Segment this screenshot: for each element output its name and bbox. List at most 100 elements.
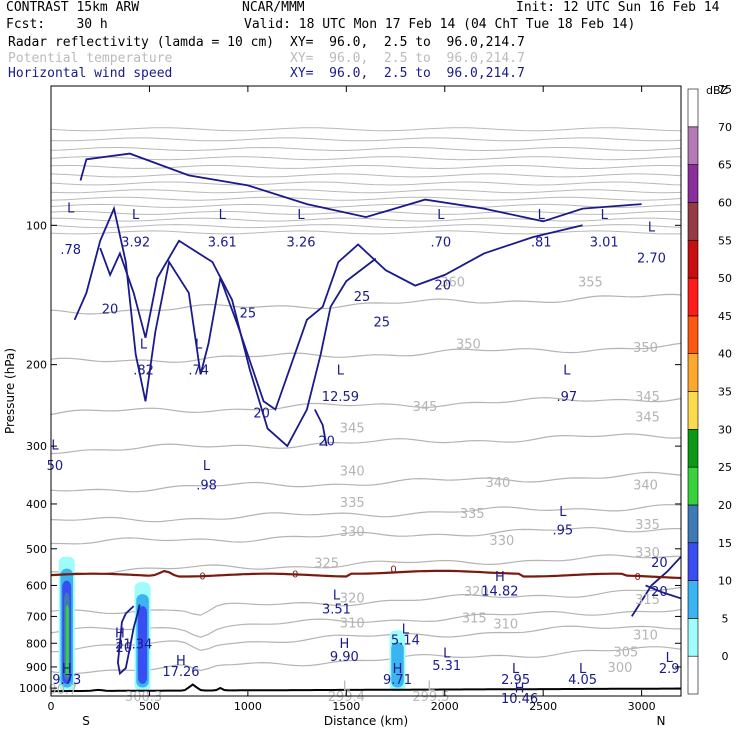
extrema-label: H (515, 682, 525, 697)
theta-contour-line (51, 625, 681, 653)
theta-contour-line (51, 608, 681, 638)
contour-label: 0 (635, 572, 641, 583)
reflectivity-column (65, 604, 69, 677)
wind-contour-line (116, 604, 141, 676)
field-xy-wind: XY= 96.0, 2.5 to 96.0,214.7 (290, 66, 525, 81)
x-tick-label: 500 (139, 700, 160, 713)
contour-label: 305 (613, 646, 638, 661)
y-tick-label: 400 (26, 498, 47, 511)
colorbar-tick-label: 65 (718, 159, 732, 172)
reflectivity-column (138, 606, 148, 684)
extrema-label: .97 (556, 390, 577, 405)
y-tick-label: 700 (26, 610, 47, 623)
contour-label: 0 (292, 569, 298, 580)
extrema-label: H (115, 626, 125, 641)
extrema-label: L (67, 202, 75, 217)
extrema-label: 9.73 (52, 673, 81, 688)
reflectivity-shading (58, 556, 406, 692)
contour-label: 320 (464, 585, 489, 600)
extrema-label: L (427, 680, 435, 695)
contour-label: 320 (340, 591, 365, 606)
theta-stratosphere-line (51, 217, 681, 222)
contour-label: 310 (633, 629, 658, 644)
contour-label: 335 (635, 518, 660, 533)
contour-label: 335 (460, 507, 485, 522)
contour-label: 25 (354, 290, 371, 305)
colorbar-swatch (687, 466, 699, 506)
contour-label: 335 (340, 496, 365, 511)
extrema-label: .95 (553, 523, 574, 538)
theta-contour-line (51, 471, 681, 493)
colorbar: dBZ 0 5 10 15 20 25 30 35 40 45 50 55 60 65 70 75 (687, 83, 732, 695)
colorbar-tick-label: 25 (718, 461, 732, 474)
contour-label: 20 (318, 434, 335, 449)
field-label-theta: Potential temperature (8, 51, 173, 66)
contour-label: 330 (489, 534, 514, 549)
contour-label: 345 (340, 422, 365, 437)
extrema-label: H (495, 570, 505, 585)
colorbar-tick-label: 50 (718, 272, 732, 285)
extrema-label: L (132, 208, 140, 223)
theta-stratosphere-line (51, 181, 681, 186)
extrema-label: L (648, 220, 656, 235)
freezing-level-line (51, 569, 681, 580)
contour-label: 310 (493, 617, 518, 632)
colorbar-tick-label: 30 (718, 423, 732, 436)
extrema-label: .98 (196, 479, 217, 494)
contour-label: 325 (314, 557, 339, 572)
theta-contour-line (51, 397, 681, 416)
colorbar-tick-label: 20 (718, 499, 732, 512)
extrema-label: 299.5 (412, 690, 449, 705)
org-label: NCAR/MMM (242, 0, 305, 15)
colorbar-tick-label: 70 (718, 121, 732, 134)
contour-label: 20 (651, 556, 668, 571)
extrema-label: L (538, 208, 546, 223)
model-title: CONTRAST 15km ARW (6, 0, 140, 15)
contour-label: 355 (578, 276, 603, 291)
extrema-label: 3.26 (287, 236, 316, 251)
extrema-label: H (62, 662, 72, 677)
axes: 0 500 1000 1500 2000 2500 30001002003004005006… (3, 85, 682, 728)
y-axis-label: Pressure (hPa) (3, 348, 17, 434)
y-tick-label: 200 (26, 359, 47, 372)
colorbar-swatch (687, 126, 699, 165)
extrema-label: 3.01 (590, 236, 619, 251)
contour-label: 315 (635, 593, 660, 608)
y-tick-label: 1000 (19, 682, 47, 695)
extrema-label: 3.61 (208, 236, 237, 251)
wind-contours (73, 152, 681, 676)
extrema-label: L (140, 338, 148, 353)
colorbar-tick-label: 40 (718, 348, 732, 361)
colorbar-swatch (687, 202, 699, 241)
plot-frame (50, 85, 682, 697)
extrema-label: 21.34 (115, 638, 152, 653)
forecast-hour: Fcst: 30 h (6, 17, 108, 32)
contour-label: 330 (340, 525, 365, 540)
extrema-label: 5.31 (432, 659, 461, 674)
x-tick-label: 1500 (332, 700, 360, 713)
extrema-label: L (343, 680, 351, 695)
colorbar-unit: dBZ (706, 84, 729, 97)
extrema-label: L (203, 459, 211, 474)
y-tick-label: 800 (26, 637, 47, 650)
reflectivity-column (391, 642, 404, 688)
theta-stratosphere-line (51, 127, 681, 132)
endpoint-north: N (657, 714, 666, 728)
theta-contour-line (51, 504, 681, 523)
theta-stratosphere-line (51, 203, 681, 208)
colorbar-tick-label: 0 (722, 650, 729, 663)
x-tick-label: 1000 (234, 700, 262, 713)
theta-contour-line (51, 342, 681, 363)
contour-label: 20 (116, 641, 133, 656)
theta-stratosphere-line (51, 189, 681, 194)
wind-contour-line (645, 584, 681, 600)
colorbar-swatch (687, 164, 699, 203)
colorbar-tick-label: 10 (718, 575, 732, 588)
extrema-label: L (333, 588, 341, 603)
contour-label: 340 (485, 476, 510, 491)
theta-stratosphere-line (51, 146, 681, 152)
wind-contour-line (313, 409, 328, 447)
theta-contour-line (51, 527, 681, 545)
extrema-label: L (512, 662, 520, 677)
colorbar-swatch (687, 618, 699, 657)
